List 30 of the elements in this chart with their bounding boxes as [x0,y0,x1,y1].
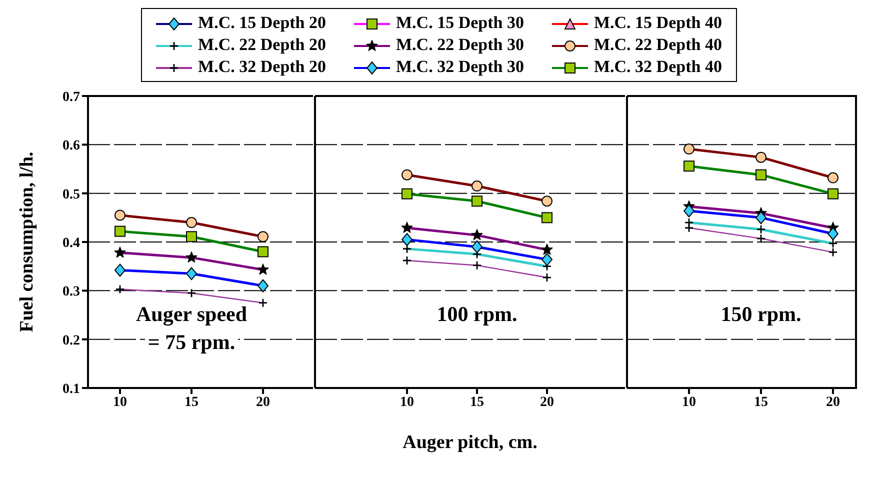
x-tick-label: 15 [754,394,768,410]
y-tick-label: 0.4 [62,236,80,251]
legend-label: M.C. 22 Depth 40 [594,35,722,54]
y-tick-label: 0.7 [62,90,80,105]
legend-label: M.C. 32 Depth 20 [198,57,326,76]
x-tick-label: 15 [470,394,484,410]
x-tick-label: 10 [682,394,696,410]
x-tick-label: 20 [540,394,554,410]
x-tick-label: 10 [400,394,414,410]
y-tick-label: 0.1 [62,382,80,397]
annotation: 150 rpm. [718,302,804,326]
x-axis-title: Auger pitch, cm. [402,432,538,453]
annotation: 100 rpm. [434,302,520,326]
legend-label: M.C. 22 Depth 30 [396,35,524,54]
x-tick-label: 10 [113,394,127,410]
x-tick-label: 20 [256,394,270,410]
annotation: Auger speed = 75 rpm. [134,302,248,354]
legend-label: M.C. 22 Depth 20 [198,35,326,54]
y-axis-title: Fuel consumption, l/h. [16,152,38,332]
legend-label: M.C. 15 Depth 20 [198,13,326,32]
legend-label: M.C. 15 Depth 40 [594,13,722,32]
y-tick-label: 0.2 [62,333,80,348]
y-tick-label: 0.5 [62,187,80,202]
legend-label: M.C. 15 Depth 30 [396,13,524,32]
y-tick-label: 0.3 [62,284,80,300]
legend-label: M.C. 32 Depth 40 [594,57,722,76]
legend-label: M.C. 32 Depth 30 [396,57,524,76]
y-tick-label: 0.6 [62,138,80,154]
x-tick-label: 15 [184,394,198,410]
x-tick-label: 20 [826,394,840,410]
